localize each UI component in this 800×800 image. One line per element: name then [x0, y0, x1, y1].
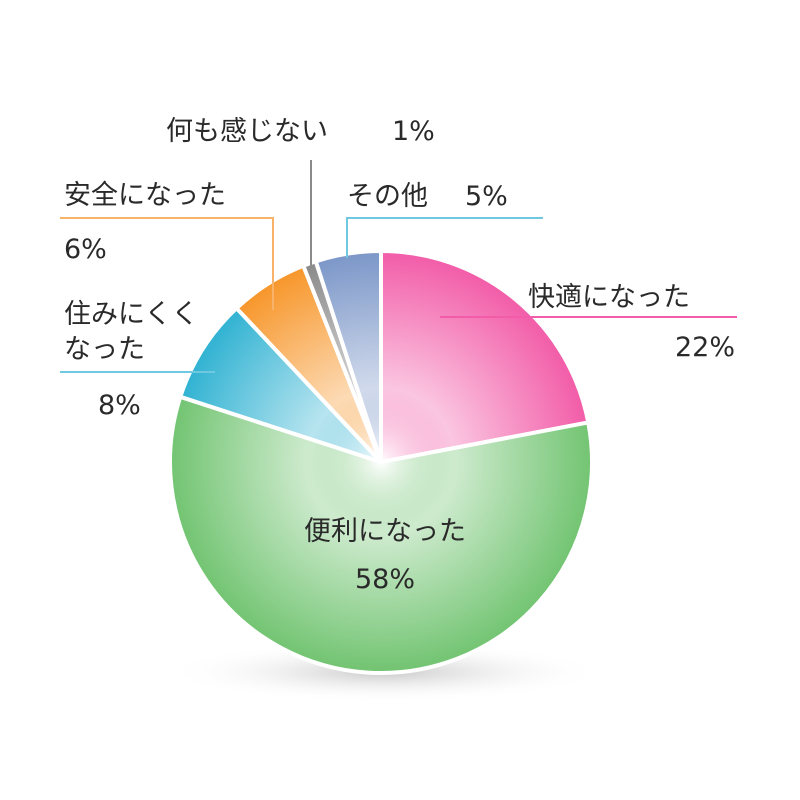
label-kaiteki: 快適になった [528, 282, 690, 313]
pie-slice [379, 249, 591, 464]
value-sonota: 5% [465, 181, 508, 212]
label-nanimo: 何も感じない [166, 116, 328, 147]
label-suminikuku-line1: 住みにくく [64, 299, 198, 330]
label-benri: 便利になった [304, 516, 466, 547]
value-benri: 58% [355, 564, 415, 595]
value-suminikuku: 8% [98, 390, 141, 421]
leader-line-sonota [346, 217, 543, 258]
label-suminikuku-line2: なった [64, 334, 145, 365]
leader-line-anzen [60, 217, 274, 310]
value-kaiteki: 22% [675, 332, 735, 363]
pie-slice [168, 394, 594, 675]
value-nanimo: 1% [392, 116, 435, 147]
label-anzen: 安全になった [64, 180, 226, 211]
label-sonota: その他 [347, 181, 428, 212]
value-anzen: 6% [64, 234, 107, 265]
pie-slice [178, 306, 383, 464]
